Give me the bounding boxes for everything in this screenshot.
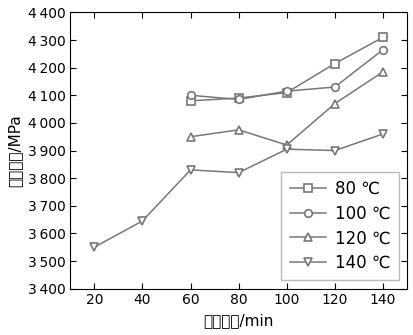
100 ℃ bbox=[188, 93, 192, 97]
80 ℃ bbox=[380, 35, 385, 39]
80 ℃ bbox=[284, 90, 289, 94]
140 ℃ bbox=[284, 147, 289, 151]
100 ℃ bbox=[284, 89, 289, 93]
120 ℃ bbox=[188, 135, 192, 139]
120 ℃ bbox=[380, 70, 385, 74]
100 ℃ bbox=[380, 48, 385, 52]
120 ℃ bbox=[284, 143, 289, 147]
120 ℃ bbox=[235, 128, 240, 132]
Line: 120 ℃: 120 ℃ bbox=[186, 68, 386, 149]
100 ℃ bbox=[235, 97, 240, 102]
140 ℃ bbox=[332, 148, 337, 152]
140 ℃ bbox=[380, 132, 385, 136]
140 ℃ bbox=[235, 171, 240, 175]
Line: 100 ℃: 100 ℃ bbox=[186, 46, 386, 103]
80 ℃ bbox=[332, 62, 337, 66]
140 ℃ bbox=[140, 219, 145, 223]
120 ℃ bbox=[332, 102, 337, 106]
Y-axis label: 抗拉强度/MPa: 抗拉强度/MPa bbox=[7, 114, 22, 187]
100 ℃ bbox=[332, 85, 337, 89]
140 ℃ bbox=[188, 168, 192, 172]
Line: 140 ℃: 140 ℃ bbox=[90, 130, 386, 251]
X-axis label: 固化时间/min: 固化时间/min bbox=[203, 313, 273, 328]
Line: 80 ℃: 80 ℃ bbox=[186, 34, 386, 105]
Legend: 80 ℃, 100 ℃, 120 ℃, 140 ℃: 80 ℃, 100 ℃, 120 ℃, 140 ℃ bbox=[281, 172, 398, 280]
80 ℃ bbox=[188, 99, 192, 103]
140 ℃ bbox=[92, 245, 97, 249]
80 ℃ bbox=[235, 96, 240, 100]
